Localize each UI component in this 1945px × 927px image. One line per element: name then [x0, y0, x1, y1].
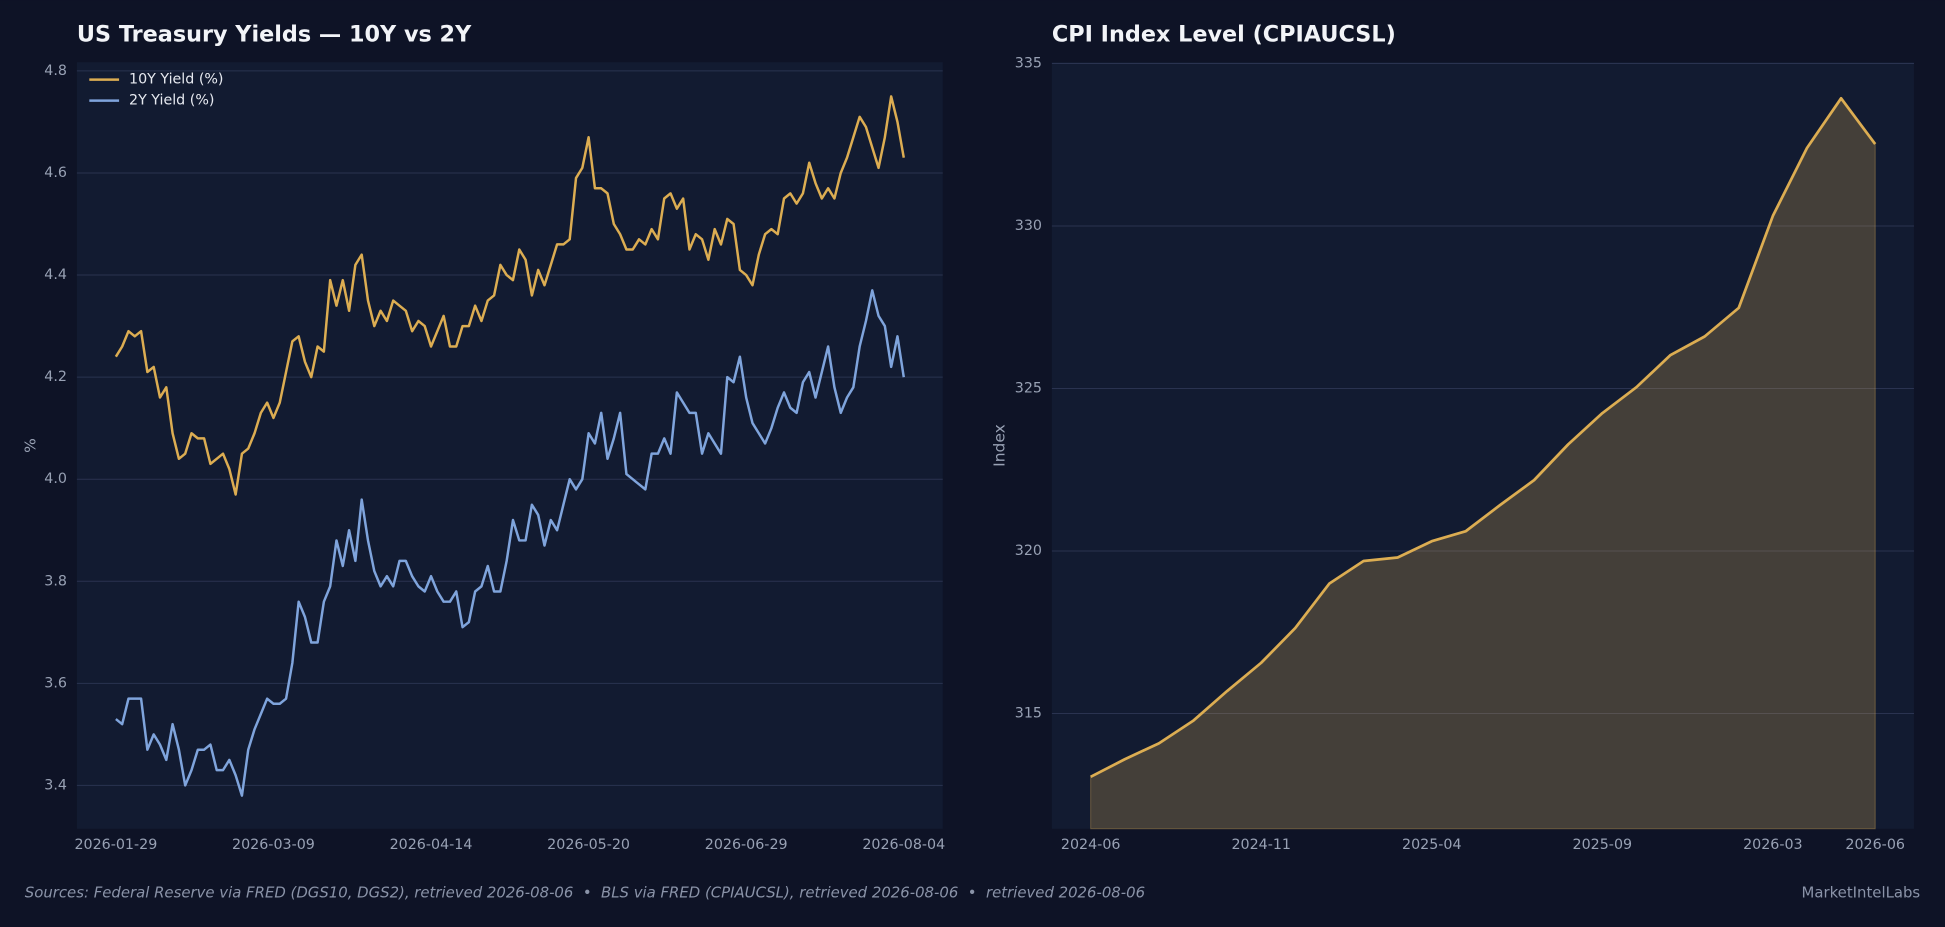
y-tick-label: 3.8: [44, 573, 67, 589]
line-series: [115, 289, 905, 797]
line-series: [114, 95, 905, 496]
area-line: [1090, 96, 1877, 779]
x-tick-label: 2026-01-29: [74, 837, 157, 853]
y-tick-label: 3.6: [44, 675, 67, 691]
chart-title: US Treasury Yields — 10Y vs 2Y: [77, 21, 472, 47]
y-tick-label: 330: [1015, 218, 1042, 234]
y-axis-label: %: [22, 438, 40, 453]
x-tick-label: 2025-04: [1402, 837, 1462, 853]
x-tick-label: 2026-04-14: [390, 837, 473, 853]
x-tick-label: 2026-05-20: [547, 837, 630, 853]
y-tick-label: 4.2: [44, 369, 67, 385]
x-tick-label: 2024-11: [1231, 837, 1291, 853]
y-tick-label: 320: [1015, 543, 1042, 559]
y-tick-label: 335: [1015, 56, 1042, 72]
y-tick-label: 325: [1015, 380, 1042, 396]
x-tick-label: 2026-03-09: [232, 837, 315, 853]
y-tick-label: 4.8: [44, 63, 67, 79]
source-note: Sources: Federal Reserve via FRED (DGS10…: [25, 883, 1145, 901]
y-axis-label: Index: [990, 424, 1008, 467]
plot-area: [1051, 62, 1914, 829]
y-tick-label: 4.6: [44, 165, 67, 181]
chart-title: CPI Index Level (CPIAUCSL): [1052, 21, 1396, 47]
legend-label: 2Y Yield (%): [129, 93, 214, 109]
x-tick-label: 2026-06-29: [705, 837, 788, 853]
y-tick-label: 4.0: [44, 471, 67, 487]
legend-label: 10Y Yield (%): [129, 72, 223, 88]
y-tick-label: 3.4: [44, 777, 67, 793]
brand: MarketIntelLabs: [1802, 883, 1921, 901]
x-tick-label: 2024-06: [1061, 837, 1121, 853]
y-tick-label: 4.4: [44, 267, 67, 283]
x-tick-label: 2026-06: [1845, 837, 1905, 853]
x-tick-label: 2026-03: [1743, 837, 1803, 853]
x-tick-label: 2025-09: [1573, 837, 1633, 853]
y-tick-label: 315: [1015, 705, 1042, 721]
x-tick-label: 2026-08-04: [862, 837, 945, 853]
plot-area: [76, 62, 943, 829]
